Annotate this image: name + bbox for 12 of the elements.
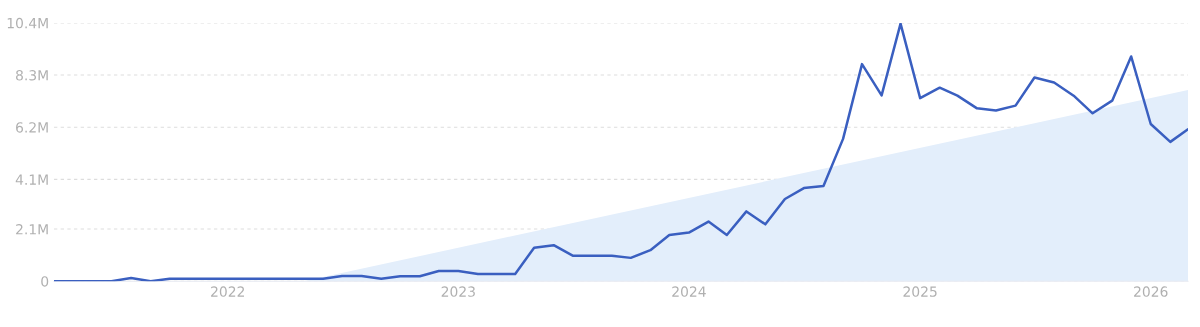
x-tick-label: 2023 — [441, 286, 475, 297]
y-tick-label: 0 — [41, 276, 49, 287]
y-tick-label: 6.2M — [16, 122, 48, 133]
y-tick-label: 8.3M — [16, 70, 48, 81]
y-tick-label: 4.1M — [15, 174, 48, 185]
x-tick-label: 2026 — [1134, 286, 1168, 297]
x-tick-label: 2024 — [672, 286, 706, 297]
line-series — [54, 22, 1188, 282]
y-tick-label: 10.4M — [7, 17, 48, 29]
x-tick-label: 2022 — [211, 286, 245, 297]
x-tick-label: 2025 — [903, 286, 937, 297]
y-tick-label: 2.1M — [16, 224, 48, 235]
